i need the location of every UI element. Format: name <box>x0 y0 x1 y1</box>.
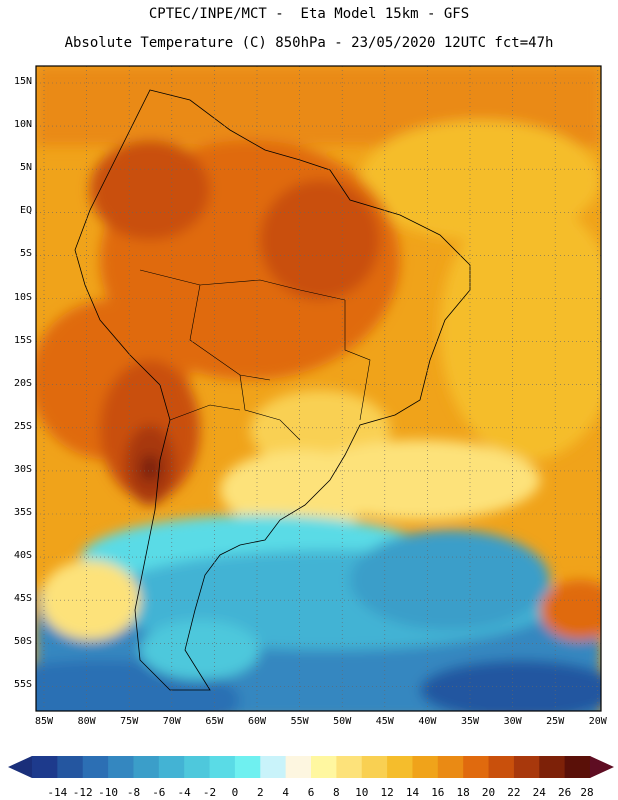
colorbar-swatch <box>260 756 287 778</box>
lon-label: 85W <box>34 716 54 727</box>
colorbar-swatch <box>463 756 490 778</box>
colorbar-label: 10 <box>355 786 369 799</box>
colorbar-swatch <box>539 756 566 778</box>
colorbar-label: -6 <box>152 786 166 799</box>
colorbar-swatch <box>311 756 337 778</box>
colorbar-label: -8 <box>126 786 141 799</box>
lat-label: 5N <box>19 162 32 174</box>
colorbar-swatch <box>158 756 185 778</box>
colorbar-label: 12 <box>380 786 394 799</box>
colorbar-min-arrow <box>8 756 32 778</box>
lat-label: 10S <box>13 291 32 303</box>
colorbar-swatch <box>209 756 236 778</box>
lat-label: 50S <box>13 636 32 648</box>
lon-label: 30W <box>503 716 522 727</box>
colorbar-label: 28 <box>580 786 594 799</box>
lon-label: 60W <box>247 716 267 727</box>
lon-label: 65W <box>205 716 224 727</box>
colorbar-label: -14 <box>47 786 68 799</box>
lon-label: 25W <box>546 716 565 727</box>
colorbar-label: 20 <box>481 786 496 799</box>
lat-label: 45S <box>13 593 32 605</box>
colorbar-swatch <box>412 756 439 778</box>
lon-label: 20W <box>588 716 607 727</box>
temperature-field <box>36 66 601 711</box>
continent-outline <box>74 89 471 691</box>
colorbar-label: -12 <box>72 786 93 799</box>
colorbar-swatch <box>184 756 211 778</box>
colorbar-swatch <box>234 756 261 778</box>
lat-label: 10N <box>13 119 32 131</box>
colorbar-swatch <box>32 756 58 778</box>
colorbar-swatch <box>437 756 464 778</box>
lon-label: 45W <box>375 716 394 727</box>
lat-label: 25S <box>13 420 32 432</box>
colorbar-label: -4 <box>177 786 191 799</box>
map-title-line2: Absolute Temperature (C) 850hPa - 23/05/… <box>64 35 554 51</box>
lon-label: 55W <box>290 716 309 727</box>
lon-label: 70W <box>162 716 181 727</box>
lat-label: 15N <box>13 76 32 87</box>
colorbar-swatch <box>82 756 109 778</box>
lat-label: 55S <box>13 679 32 691</box>
colorbar-swatch <box>108 756 134 778</box>
colorbar-label: 14 <box>405 786 420 799</box>
colorbar-label: 2 <box>256 786 264 799</box>
lat-label: EQ <box>19 205 32 217</box>
lat-label: 15S <box>13 334 32 346</box>
lat-label: 40S <box>13 550 32 562</box>
colorbar-label: 16 <box>431 786 445 799</box>
colorbar <box>8 756 614 778</box>
colorbar-swatch <box>285 756 312 778</box>
lon-label: 40W <box>418 716 437 727</box>
colorbar-swatch <box>513 756 540 778</box>
colorbar-label: -10 <box>98 786 119 799</box>
lat-label: 30S <box>13 463 32 475</box>
lon-label: 80W <box>77 716 96 727</box>
map-frame <box>35 65 602 712</box>
colorbar-label: 6 <box>307 786 315 799</box>
colorbar-swatch <box>361 756 388 778</box>
colorbar-swatch <box>133 756 160 778</box>
lon-label: 35W <box>460 716 480 727</box>
colorbar-label: 8 <box>333 786 340 799</box>
lon-label: 50W <box>333 716 352 727</box>
lat-label: 5S <box>19 248 32 260</box>
lon-label: 75W <box>120 716 139 727</box>
colorbar-label: -2 <box>202 786 217 799</box>
map-title-line1: CPTEC/INPE/MCT - Eta Model 15km - GFS <box>148 6 470 22</box>
colorbar-swatch <box>387 756 413 778</box>
colorbar-swatch <box>564 756 591 778</box>
colorbar-label: 0 <box>231 786 239 799</box>
colorbar-max-arrow <box>590 756 614 778</box>
lat-label: 20S <box>13 377 32 389</box>
colorbar-label: 22 <box>507 786 521 799</box>
colorbar-label: 26 <box>558 786 572 799</box>
colorbar-swatch <box>336 756 363 778</box>
lat-label: 35S <box>13 507 32 518</box>
colorbar-swatch <box>57 756 84 778</box>
colorbar-swatch <box>488 756 515 778</box>
colorbar-label: 18 <box>456 786 470 799</box>
colorbar-label: 4 <box>282 786 289 799</box>
colorbar-label: 24 <box>532 786 546 799</box>
